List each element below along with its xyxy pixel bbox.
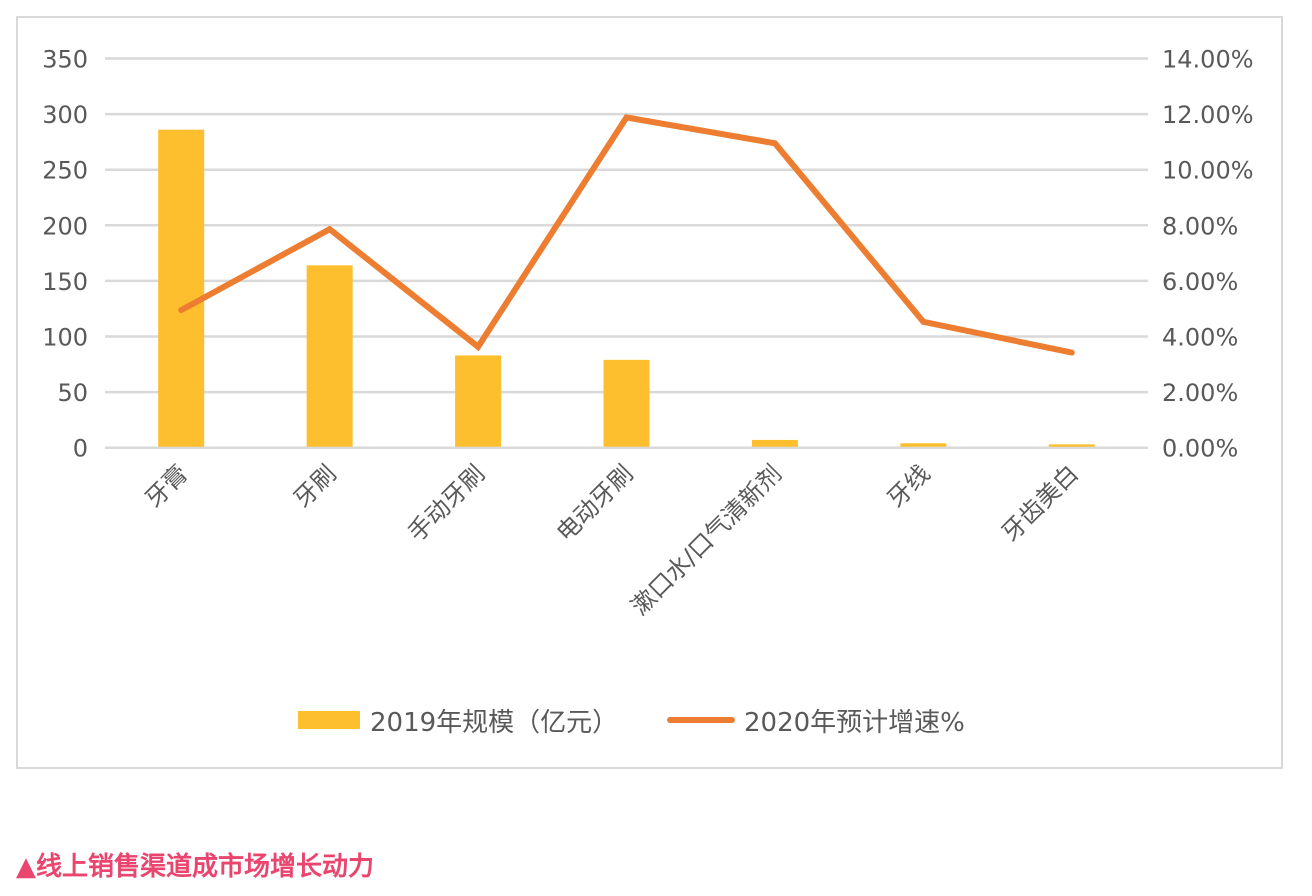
- bar: [900, 443, 947, 447]
- right-tick-label: 12.00%: [1162, 101, 1254, 129]
- right-tick-label: 0.00%: [1162, 435, 1238, 463]
- bar: [1048, 444, 1095, 447]
- left-tick-label: 350: [42, 46, 88, 74]
- right-tick-label: 4.00%: [1162, 324, 1238, 352]
- legend-bar-swatch: [298, 711, 360, 729]
- left-tick-label: 0: [73, 435, 88, 463]
- legend-bar-label: 2019年规模（亿元）: [370, 708, 618, 738]
- legend-line-label: 2020年预计增速%: [744, 708, 965, 738]
- right-tick-label: 6.00%: [1162, 268, 1238, 296]
- left-tick-label: 150: [42, 268, 88, 296]
- left-tick-label: 200: [42, 212, 88, 240]
- bar: [455, 355, 502, 447]
- chart-frame: [16, 16, 1283, 769]
- left-tick-label: 250: [42, 157, 88, 185]
- category-label: 电动牙刷: [551, 459, 639, 547]
- category-label: 牙膏: [140, 459, 194, 513]
- bar: [751, 439, 798, 447]
- category-label: 牙线: [882, 459, 936, 513]
- left-tick-label: 100: [42, 324, 88, 352]
- category-label: 牙齿美白: [996, 459, 1084, 547]
- left-tick-label: 300: [42, 101, 88, 129]
- right-tick-label: 14.00%: [1162, 46, 1254, 74]
- left-tick-label: 50: [57, 379, 88, 407]
- caption: ▲线上销售渠道成市场增长动力: [16, 852, 374, 882]
- right-tick-label: 2.00%: [1162, 379, 1238, 407]
- category-label: 牙刷: [288, 459, 342, 513]
- right-tick-label: 8.00%: [1162, 212, 1238, 240]
- right-tick-label: 10.00%: [1162, 157, 1254, 185]
- bar: [306, 265, 353, 447]
- bar: [603, 359, 650, 447]
- category-label: 手动牙刷: [403, 459, 491, 547]
- bar: [158, 129, 205, 447]
- category-label: 漱口水/口气清新剂: [626, 459, 787, 620]
